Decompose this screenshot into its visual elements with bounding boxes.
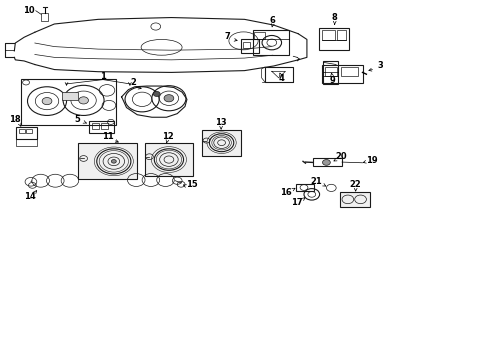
Bar [243, 42, 250, 48]
Bar [26, 129, 32, 134]
Text: 4: 4 [278, 75, 284, 84]
Text: 11: 11 [102, 132, 114, 141]
Bar [16, 127, 37, 139]
Text: 9: 9 [329, 76, 334, 85]
Bar [21, 79, 116, 126]
Bar [264, 67, 293, 82]
Circle shape [42, 98, 52, 105]
Bar [19, 129, 25, 134]
Text: 12: 12 [161, 132, 173, 141]
Circle shape [79, 97, 88, 104]
Bar [253, 30, 289, 55]
Bar [89, 121, 114, 134]
Bar [318, 28, 348, 50]
Bar [92, 123, 99, 129]
Text: 10: 10 [23, 6, 35, 15]
Text: 14: 14 [24, 192, 36, 201]
Text: 6: 6 [269, 16, 275, 25]
Bar [41, 13, 48, 21]
Circle shape [322, 159, 330, 165]
Text: 15: 15 [185, 180, 197, 189]
Text: 17: 17 [291, 198, 303, 207]
Text: 8: 8 [331, 13, 337, 22]
Bar [295, 184, 314, 192]
Text: 5: 5 [75, 114, 81, 123]
Text: 18: 18 [8, 115, 20, 124]
Bar [101, 123, 108, 129]
Bar [339, 192, 369, 207]
Circle shape [153, 91, 160, 96]
Text: 22: 22 [349, 180, 361, 189]
Text: 13: 13 [215, 118, 226, 127]
Bar [202, 130, 241, 156]
Text: 3: 3 [376, 62, 382, 71]
Circle shape [111, 159, 116, 163]
Bar [336, 30, 345, 40]
Bar [144, 143, 193, 176]
Bar [312, 158, 341, 166]
Bar [16, 139, 37, 146]
Bar [254, 32, 264, 40]
Bar [78, 143, 137, 179]
Bar [322, 61, 337, 84]
Text: 1: 1 [100, 72, 106, 81]
Bar [325, 67, 336, 76]
Text: 21: 21 [310, 177, 322, 186]
Text: 16: 16 [280, 188, 291, 197]
Bar [321, 64, 362, 83]
Bar [340, 67, 357, 76]
Circle shape [163, 95, 173, 102]
Text: 2: 2 [130, 78, 136, 87]
Bar [240, 40, 259, 53]
Text: 19: 19 [366, 156, 377, 165]
Text: 20: 20 [335, 152, 346, 161]
Text: 7: 7 [224, 32, 229, 41]
Bar [321, 30, 334, 40]
Bar [62, 93, 78, 100]
